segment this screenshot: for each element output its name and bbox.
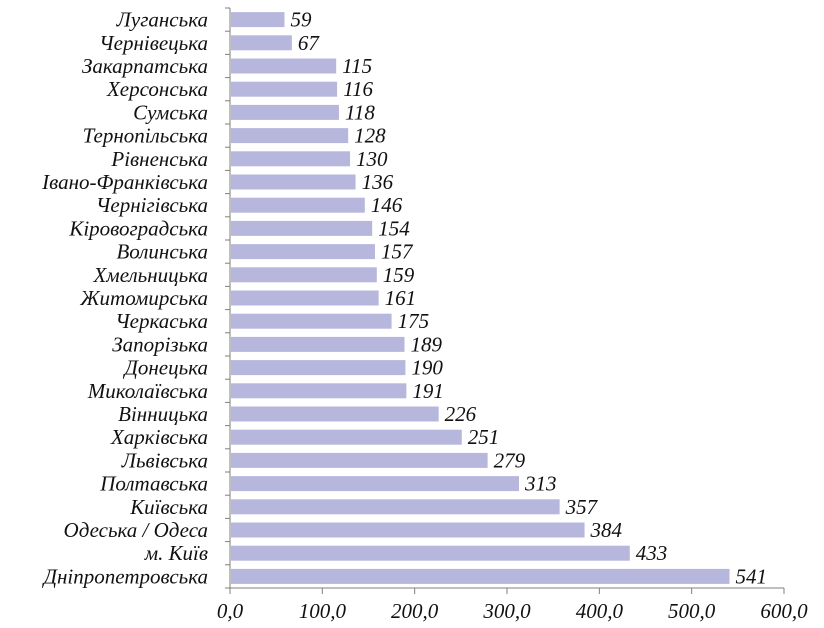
value-label: 146: [371, 193, 403, 217]
category-label: Волинська: [116, 240, 208, 264]
value-label: 118: [345, 100, 375, 124]
value-label: 433: [636, 541, 668, 565]
value-label: 189: [411, 332, 443, 356]
value-label: 384: [590, 518, 623, 542]
x-tick-label: 200,0: [391, 599, 439, 623]
value-label: 116: [343, 77, 373, 101]
category-label: Полтавська: [99, 472, 208, 496]
value-label: 67: [298, 31, 321, 55]
category-label: м. Київ: [144, 541, 208, 565]
bar: [231, 58, 337, 74]
value-label: 251: [468, 425, 500, 449]
value-label: 313: [524, 472, 557, 496]
bar: [231, 12, 285, 28]
bars-group: [231, 12, 730, 584]
bar: [231, 568, 730, 584]
category-label: Чернігівська: [96, 193, 208, 217]
value-label: 357: [565, 495, 599, 519]
category-label: Дніпропетровська: [42, 564, 208, 588]
bar: [231, 35, 292, 51]
bar: [231, 313, 392, 329]
bar: [231, 336, 405, 352]
bar: [231, 81, 338, 97]
category-label: Хмельницька: [92, 263, 208, 287]
x-ticks-group: [225, 7, 785, 594]
category-label: Житомирська: [79, 286, 208, 310]
value-label: 161: [385, 286, 417, 310]
category-label: Кіровоградська: [68, 216, 208, 240]
bar: [231, 290, 379, 306]
category-label: Херсонська: [106, 77, 208, 101]
category-label: Луганська: [116, 8, 208, 32]
category-label: Донецька: [123, 356, 208, 380]
x-tick-label: 100,0: [299, 599, 347, 623]
category-label: Тернопільська: [83, 124, 208, 148]
x-tick-label: 600,0: [760, 599, 808, 623]
value-label: 115: [342, 54, 372, 78]
category-label: Вінницька: [118, 402, 208, 426]
bar: [231, 452, 488, 468]
bar: [231, 476, 520, 492]
bar: [231, 244, 375, 260]
category-labels-group: ЛуганськаЧернівецькаЗакарпатськаХерсонсь…: [41, 8, 208, 589]
category-label: Одеська / Одеса: [64, 518, 208, 542]
value-label: 128: [354, 124, 386, 148]
category-label: Львівська: [121, 448, 208, 472]
category-label: Миколаївська: [87, 379, 208, 403]
x-tick-label: 400,0: [576, 599, 624, 623]
bar: [231, 267, 377, 283]
bar: [231, 360, 406, 376]
value-label: 175: [398, 309, 430, 333]
bar: [231, 174, 356, 190]
bar: [231, 522, 585, 538]
value-label: 191: [412, 379, 444, 403]
bar: [231, 499, 560, 515]
category-label: Рівненська: [110, 147, 208, 171]
bar: [231, 429, 462, 445]
value-label: 226: [445, 402, 477, 426]
bar: [231, 151, 351, 167]
value-label: 279: [494, 448, 526, 472]
bar: [231, 220, 373, 236]
category-label: Чернівецька: [99, 31, 208, 55]
value-label: 130: [356, 147, 388, 171]
bar: [231, 104, 339, 120]
bar: [231, 128, 349, 144]
x-tick-label: 500,0: [668, 599, 716, 623]
bar: [231, 383, 407, 399]
x-tick-label: 300,0: [482, 599, 531, 623]
category-label: Закарпатська: [82, 54, 208, 78]
category-label: Черкаська: [115, 309, 208, 333]
category-label: Харківська: [110, 425, 208, 449]
value-label: 157: [381, 240, 414, 264]
bar: [231, 406, 439, 422]
category-label: Київська: [129, 495, 208, 519]
value-label: 190: [411, 356, 443, 380]
x-tick-labels-group: 0,0 100,0 200,0 300,0 400,0 500,0 600,0: [217, 599, 808, 623]
category-label: Запорізька: [112, 332, 208, 356]
bar: [231, 545, 630, 561]
x-tick-label: 0,0: [217, 599, 244, 623]
bar: [231, 197, 365, 213]
category-label: Сумська: [133, 100, 208, 124]
value-label: 136: [362, 170, 394, 194]
value-label: 159: [383, 263, 415, 287]
category-label: Івано-Франківська: [41, 170, 208, 194]
value-label: 59: [290, 8, 312, 32]
value-label: 541: [736, 564, 768, 588]
value-label: 154: [378, 216, 410, 240]
